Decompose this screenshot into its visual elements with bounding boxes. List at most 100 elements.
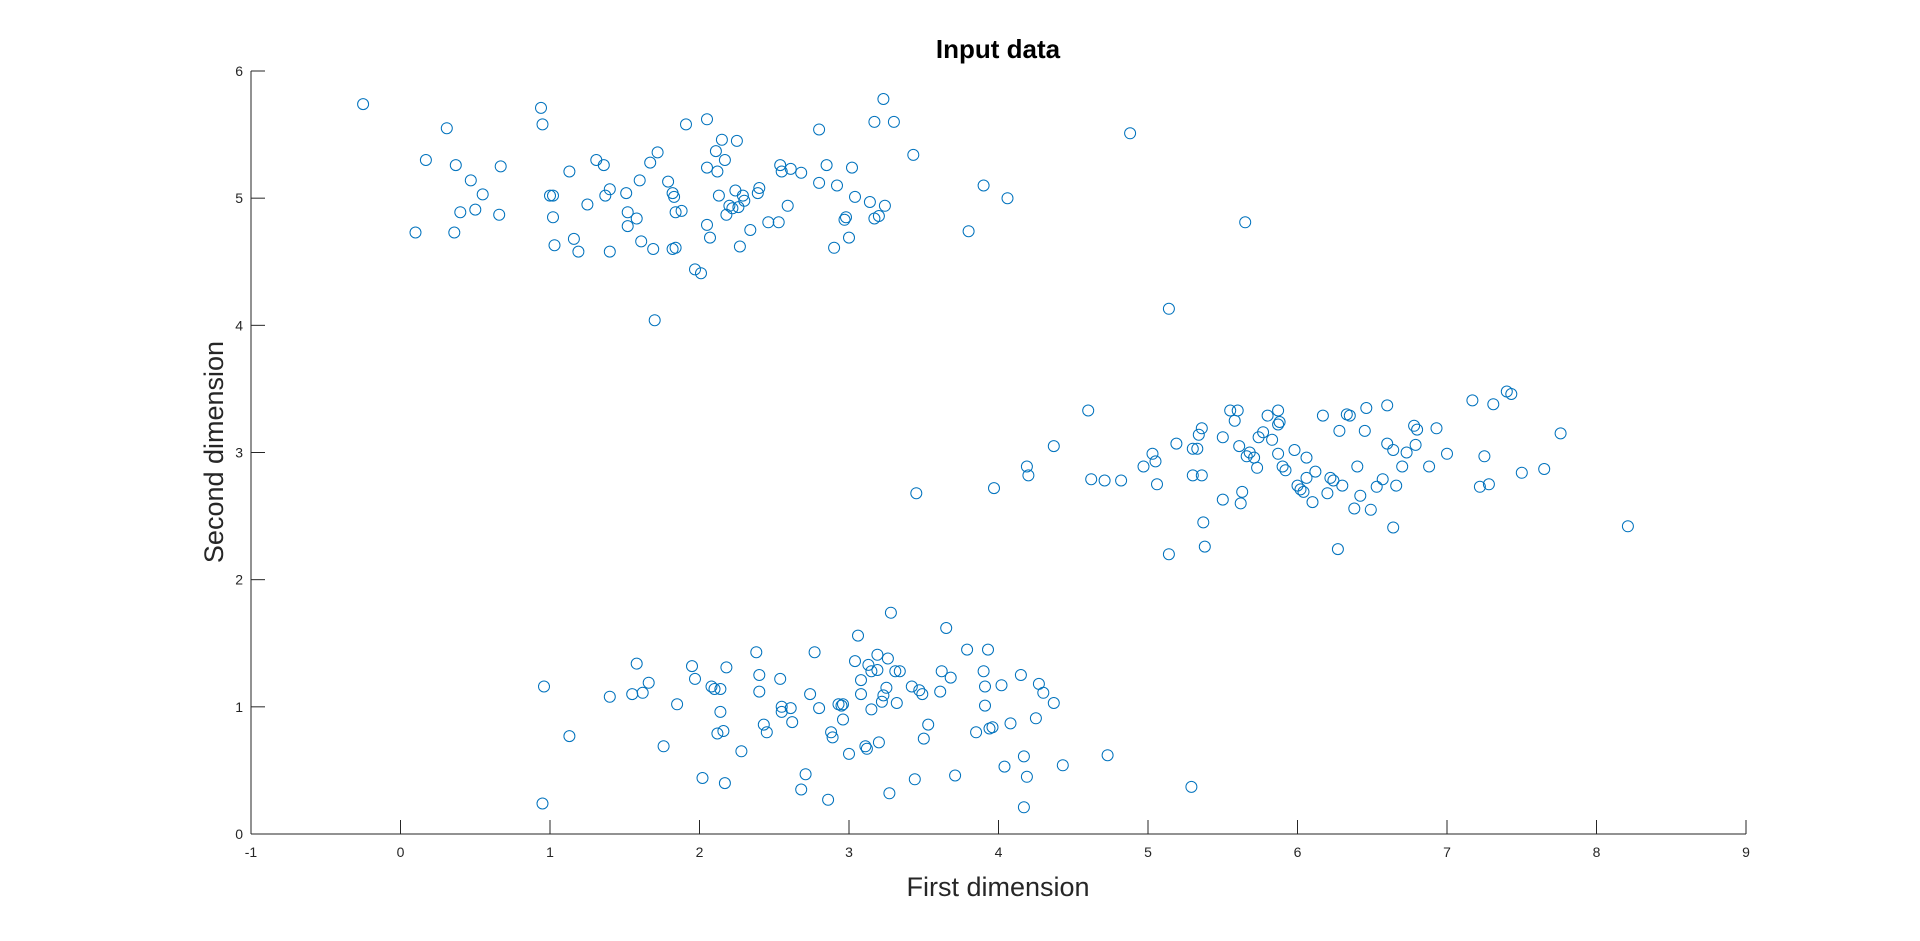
data-point — [878, 199, 891, 212]
data-point — [572, 245, 585, 258]
data-point — [1291, 479, 1304, 492]
data-point — [603, 245, 616, 258]
data-point — [877, 689, 890, 702]
data-point — [1029, 712, 1042, 725]
data-point — [1186, 469, 1199, 482]
x-tick-label: 2 — [696, 844, 704, 860]
data-point — [675, 204, 688, 217]
data-point — [1233, 440, 1246, 453]
data-point — [1101, 749, 1114, 762]
data-point — [1396, 460, 1409, 473]
x-tick-label: 7 — [1443, 844, 1451, 860]
data-point — [630, 212, 643, 225]
data-point — [603, 690, 616, 703]
data-point — [881, 652, 894, 665]
data-point — [709, 145, 722, 158]
data-point — [567, 232, 580, 245]
data-point — [852, 629, 864, 642]
data-point — [774, 159, 787, 172]
data-point — [1186, 442, 1199, 455]
y-tick-label: 5 — [235, 190, 243, 206]
data-point — [1390, 479, 1403, 492]
y-tick-label: 6 — [235, 63, 243, 79]
data-point — [820, 159, 833, 172]
data-point — [680, 118, 692, 131]
data-point — [1376, 473, 1389, 486]
data-point — [493, 208, 506, 221]
data-point — [825, 726, 838, 739]
data-point — [1224, 404, 1237, 417]
data-point — [409, 226, 422, 239]
data-point — [907, 148, 920, 161]
data-point — [1195, 422, 1208, 435]
data-point — [979, 680, 991, 693]
data-point — [1478, 450, 1491, 463]
data-point — [750, 646, 763, 659]
data-point — [831, 179, 843, 192]
data-point — [1306, 496, 1319, 509]
data-point — [1300, 451, 1313, 464]
data-point — [1216, 493, 1229, 506]
data-point — [1333, 424, 1346, 437]
data-point — [910, 487, 923, 500]
data-point — [701, 161, 713, 174]
data-point — [735, 745, 748, 758]
data-point — [1017, 801, 1030, 814]
data-point — [538, 680, 550, 693]
data-point — [1047, 440, 1060, 453]
data-point — [720, 208, 733, 221]
data-point — [1381, 399, 1394, 412]
data-point — [730, 134, 743, 147]
data-point — [1343, 409, 1356, 422]
data-point — [813, 176, 826, 189]
data-point — [781, 199, 794, 212]
data-point — [970, 726, 983, 739]
chart-title: Input data — [936, 34, 1061, 64]
data-point — [419, 154, 432, 166]
data-point — [1408, 419, 1421, 432]
data-point — [671, 698, 684, 711]
data-point — [855, 674, 867, 687]
data-point — [795, 783, 808, 796]
data-point — [1261, 409, 1274, 422]
data-point — [712, 189, 725, 202]
data-point — [865, 665, 878, 678]
data-point — [494, 160, 507, 173]
data-point — [547, 189, 559, 202]
data-point — [1316, 409, 1329, 422]
data-point — [977, 179, 990, 192]
data-point — [717, 725, 730, 737]
data-point — [753, 685, 766, 698]
data-point — [1538, 463, 1551, 475]
data-point — [1272, 447, 1285, 460]
data-point — [868, 115, 881, 128]
data-point — [934, 685, 947, 698]
data-point — [979, 699, 991, 712]
data-point — [1266, 433, 1279, 446]
data-point — [1137, 460, 1150, 473]
data-point — [563, 730, 576, 743]
data-point — [826, 731, 839, 744]
data-point — [1351, 460, 1364, 473]
data-point — [935, 665, 948, 678]
data-point — [535, 101, 547, 114]
data-point — [536, 118, 549, 131]
data-point — [544, 189, 556, 202]
y-tick-label: 0 — [235, 826, 243, 842]
data-point — [889, 665, 902, 678]
data-point — [1309, 465, 1322, 478]
x-tick-label: 5 — [1144, 844, 1152, 860]
data-point — [733, 240, 746, 253]
data-point — [454, 206, 467, 219]
data-point — [1621, 520, 1634, 533]
data-point — [1505, 388, 1518, 400]
data-point — [822, 793, 835, 806]
data-point — [635, 235, 648, 248]
data-point — [669, 241, 682, 254]
data-point — [736, 189, 749, 202]
data-point — [986, 721, 999, 734]
data-point — [696, 772, 709, 784]
data-point — [913, 684, 926, 697]
data-point — [357, 98, 370, 111]
